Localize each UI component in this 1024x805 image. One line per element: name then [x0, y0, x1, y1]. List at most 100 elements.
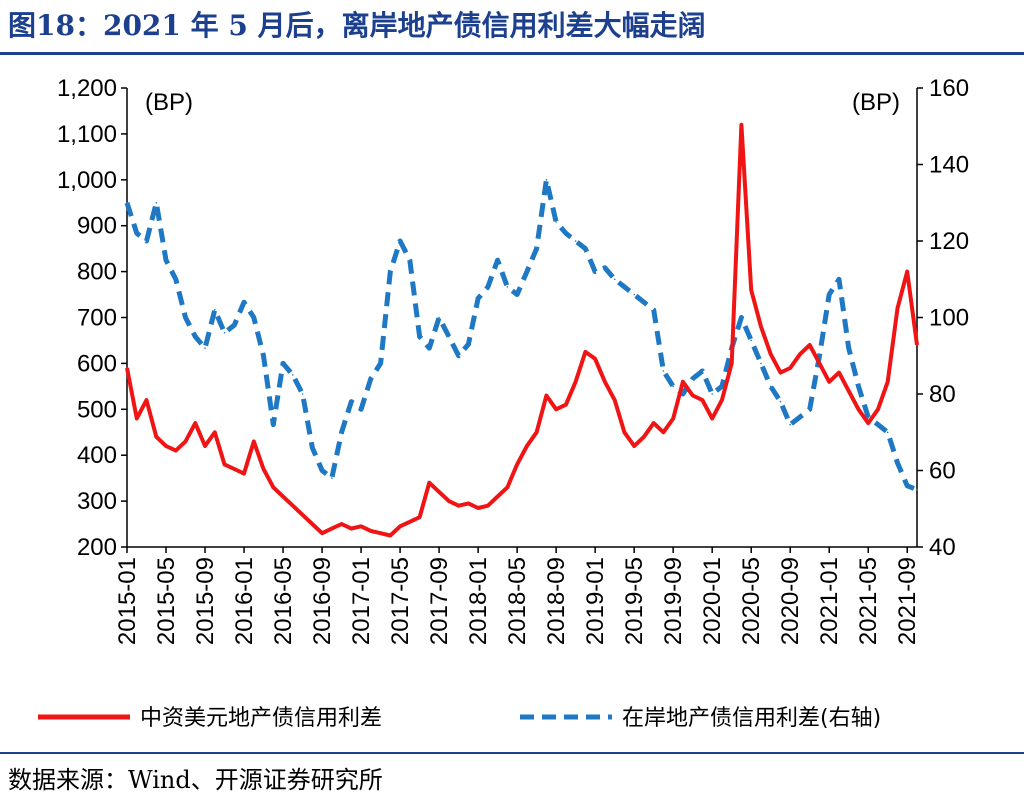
- onshore-data-point: [272, 423, 275, 426]
- onshore-data-point: [506, 286, 509, 288]
- x-tick-label: 2021-05: [855, 557, 882, 645]
- onshore-data-point: [360, 408, 362, 411]
- onshore-data-point: [643, 301, 645, 304]
- onshore-spread-line: [124, 177, 918, 492]
- onshore-data-point: [594, 270, 596, 273]
- x-tick-label: 2016-09: [309, 557, 336, 645]
- x-tick-label: 2017-09: [426, 557, 453, 645]
- right-tick-label: 80: [929, 381, 956, 408]
- x-tick-label: 2021-09: [894, 557, 921, 645]
- onshore-data-point: [838, 278, 840, 281]
- onshore-data-point: [847, 347, 850, 349]
- onshore-data-point: [194, 335, 197, 338]
- onshore-data-point: [262, 355, 265, 357]
- onshore-data-point: [321, 469, 323, 472]
- onshore-data-point: [282, 362, 284, 365]
- onshore-data-point: [175, 278, 177, 281]
- offshore-spread-line: [125, 122, 919, 538]
- legend-label-onshore: 在岸地产债信用利差(右轴): [622, 706, 881, 731]
- onshore-data-point: [886, 431, 889, 434]
- left-tick-label: 600: [77, 350, 117, 377]
- chart-axes: 200 300 400 500 600 700 800 900 1,000 1,100 1,200 4…: [57, 75, 969, 645]
- onshore-data-point: [867, 416, 869, 418]
- legend: 中资美元地产债信用利差 在岸地产债信用利差(右轴): [38, 706, 881, 731]
- onshore-data-point: [301, 393, 304, 395]
- left-tick-label: 800: [77, 259, 117, 286]
- x-tick-label: 2017-05: [387, 557, 414, 645]
- onshore-data-point: [526, 270, 528, 273]
- onshore-data-point: [204, 347, 206, 349]
- onshore-data-point: [350, 400, 353, 403]
- x-tick-label: 2017-01: [348, 557, 375, 645]
- right-tick-label: 120: [929, 228, 969, 255]
- onshore-data-point: [457, 355, 460, 357]
- onshore-data-point: [438, 316, 440, 319]
- x-tick-label: 2020-09: [777, 557, 804, 645]
- onshore-data-point: [711, 393, 713, 395]
- onshore-data-point: [311, 446, 314, 449]
- x-tick-label: 2019-01: [582, 557, 609, 645]
- onshore-data-point: [652, 309, 655, 311]
- x-tick-label: 2018-09: [543, 557, 570, 645]
- left-tick-label: 300: [77, 488, 117, 515]
- right-tick-label: 140: [929, 152, 969, 179]
- left-tick-label: 200: [77, 534, 117, 561]
- onshore-data-point: [496, 259, 499, 261]
- onshore-data-point: [565, 232, 567, 235]
- left-tick-label: 1,000: [57, 167, 117, 194]
- series-layer: [124, 122, 919, 538]
- x-tick-label: 2016-05: [270, 557, 297, 645]
- onshore-data-point: [233, 324, 236, 326]
- onshore-data-point: [126, 202, 128, 204]
- onshore-data-point: [409, 259, 411, 261]
- onshore-data-point: [691, 377, 694, 380]
- right-tick-label: 100: [929, 305, 969, 332]
- x-tick-label: 2021-01: [816, 557, 843, 645]
- legend-label-offshore: 中资美元地产债信用利差: [140, 706, 382, 731]
- chart-title: 图18：2021 年 5 月后，离岸地产债信用利差大幅走阔: [8, 9, 706, 42]
- onshore-data-point: [448, 335, 450, 338]
- onshore-data-point: [916, 488, 918, 491]
- title-divider: [0, 52, 1024, 55]
- right-axis-unit: (BP): [852, 89, 900, 116]
- left-tick-label: 900: [77, 213, 117, 240]
- onshore-data-point: [701, 370, 704, 372]
- footer-divider: [0, 752, 1024, 754]
- right-tick-label: 40: [929, 534, 956, 561]
- x-tick-label: 2020-01: [699, 557, 726, 645]
- onshore-data-point: [789, 423, 791, 426]
- x-tick-label: 2015-09: [192, 557, 219, 645]
- onshore-data-point: [857, 385, 860, 388]
- onshore-data-point: [136, 232, 138, 235]
- x-tick-label: 2015-01: [114, 557, 141, 645]
- onshore-data-point: [165, 259, 167, 261]
- onshore-data-point: [721, 385, 723, 388]
- left-tick-label: 400: [77, 442, 117, 469]
- x-tick-label: 2018-05: [504, 557, 531, 645]
- onshore-data-point: [818, 355, 821, 357]
- onshore-data-point: [477, 297, 479, 300]
- onshore-data-point: [750, 339, 752, 342]
- left-tick-label: 700: [77, 305, 117, 332]
- left-axis-unit: (BP): [145, 89, 193, 116]
- onshore-data-point: [545, 179, 548, 181]
- onshore-data-point: [662, 370, 665, 372]
- onshore-data-point: [896, 462, 899, 464]
- onshore-data-point: [604, 267, 606, 269]
- onshore-data-point: [623, 286, 626, 288]
- onshore-data-point: [467, 343, 470, 346]
- onshore-data-point: [292, 374, 294, 376]
- left-tick-label: 500: [77, 396, 117, 423]
- onshore-data-point: [535, 247, 538, 250]
- onshore-data-point: [331, 477, 333, 479]
- onshore-data-point: [808, 408, 811, 411]
- x-tick-label: 2020-05: [738, 557, 765, 645]
- onshore-data-point: [574, 240, 577, 242]
- onshore-data-point: [223, 332, 226, 334]
- right-tick-label: 60: [929, 458, 956, 485]
- onshore-data-point: [769, 385, 772, 388]
- onshore-data-point: [428, 347, 431, 349]
- x-tick-label: 2016-01: [231, 557, 258, 645]
- onshore-data-point: [799, 416, 801, 418]
- onshore-data-point: [760, 362, 762, 365]
